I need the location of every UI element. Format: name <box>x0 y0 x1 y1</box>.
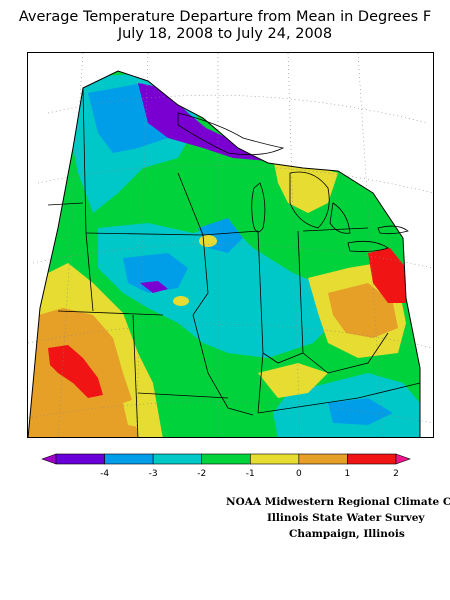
map-date-range: July 18, 2008 to July 24, 2008 <box>117 26 333 42</box>
border-mn-west <box>82 87 87 234</box>
graticule-line <box>357 53 384 437</box>
michigan-peninsula <box>289 171 330 229</box>
border-ia-west <box>85 232 94 312</box>
fill-orange-ohio <box>328 283 398 338</box>
legend-arrow-low <box>41 453 57 465</box>
fill-yellow-spot-2 <box>173 296 189 306</box>
legend-swatch <box>104 453 154 465</box>
credit-line-1: NOAA Midwestern Regional Climate Cent <box>226 496 450 508</box>
region-outline <box>28 70 421 437</box>
border-mo-west <box>132 314 139 437</box>
legend-swatch <box>152 453 203 465</box>
fill-purple-north <box>138 83 268 161</box>
border-sd <box>47 202 84 206</box>
fill-blue-southeast <box>328 398 393 425</box>
fill-red-east <box>368 248 406 303</box>
border-river <box>177 172 209 316</box>
fill-yellow-spot-1 <box>199 235 217 247</box>
lake-superior <box>177 112 285 156</box>
fill-yellow-kentucky <box>258 363 328 398</box>
legend-swatch <box>347 453 397 465</box>
legend-swatch <box>201 453 251 465</box>
legend-swatch <box>55 453 105 465</box>
graticule-line <box>135 53 149 437</box>
legend-tick-label: 2 <box>393 469 399 479</box>
map-title: Average Temperature Departure from Mean … <box>18 9 432 25</box>
lake-huron <box>329 202 351 234</box>
map-canvas <box>28 53 433 437</box>
legend-arrow-high <box>395 453 411 465</box>
border-in-ky <box>262 352 304 364</box>
border-wi-il <box>202 230 259 236</box>
legend-swatch <box>249 453 300 465</box>
credit-line-3: Champaign, Illinois <box>289 528 405 540</box>
credit-line-2: Illinois State Water Survey <box>267 512 425 524</box>
graticule <box>28 53 433 437</box>
color-legend: -4-3-2-10123 <box>40 452 447 486</box>
graticule-line <box>37 164 433 194</box>
great-lakes <box>177 112 409 252</box>
lake-michigan <box>251 182 266 233</box>
state-borders <box>47 87 421 437</box>
legend-tick-label: -4 <box>100 469 109 479</box>
legend-tick-label: 0 <box>296 469 302 479</box>
border-in-oh <box>297 230 304 354</box>
legend-tick-label: -3 <box>149 469 158 479</box>
border-ky-tn <box>257 382 421 414</box>
lake-ontario <box>377 225 409 235</box>
border-il-south <box>192 314 254 416</box>
graticule-line <box>287 53 301 437</box>
color-fill-layer <box>28 71 420 437</box>
legend-swatch <box>298 453 348 465</box>
fill-yellow-south <box>123 398 153 428</box>
fill-yellow-michigan <box>273 158 338 213</box>
border-mo-south <box>137 392 229 399</box>
legend-bar: -4-3-2-10123 <box>41 453 447 479</box>
border-ohio-river <box>302 332 389 374</box>
legend-tick-label: -1 <box>246 469 255 479</box>
legend-tick-label: 1 <box>345 469 351 479</box>
border-mn-south <box>85 232 204 236</box>
fill-red-kansas <box>48 345 103 398</box>
fill-blue-iowa <box>123 253 188 293</box>
lake-erie <box>347 240 389 252</box>
border-ks-mo <box>57 310 164 316</box>
temperature-departure-map <box>27 52 434 438</box>
legend-tick-label: -2 <box>197 469 206 479</box>
graticule-line <box>57 53 84 437</box>
fill-purple-iowa <box>140 281 168 293</box>
